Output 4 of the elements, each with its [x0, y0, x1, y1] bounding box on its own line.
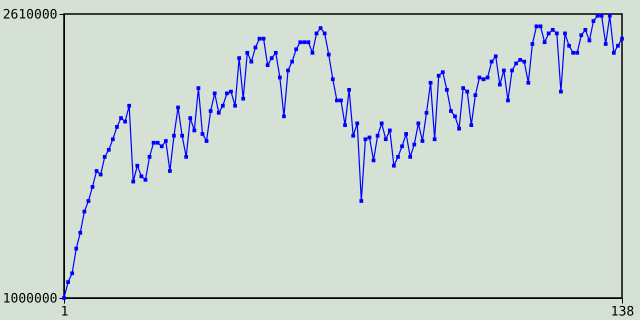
x-tick-label: 1: [60, 304, 68, 320]
y-tick-label: 2610000: [2, 8, 58, 22]
x-tick-label: 138: [610, 304, 634, 320]
y-tick-label: 1000000: [2, 292, 58, 306]
